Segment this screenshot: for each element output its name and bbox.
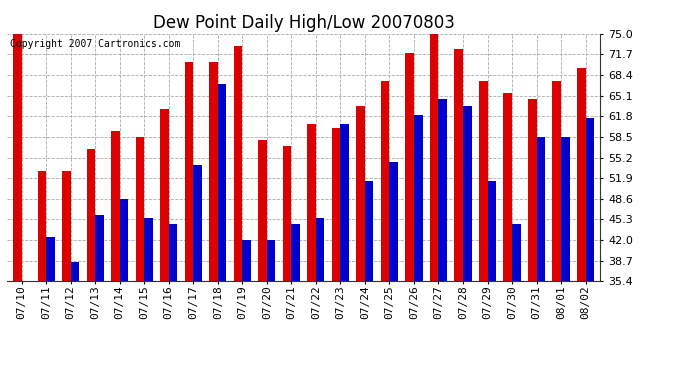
Bar	[488, 181, 496, 375]
Bar	[356, 106, 365, 375]
Bar	[258, 140, 267, 375]
Bar	[537, 137, 545, 375]
Bar	[70, 262, 79, 375]
Bar	[577, 68, 586, 375]
Bar	[479, 81, 488, 375]
Bar	[405, 53, 414, 375]
Bar	[561, 137, 570, 375]
Bar	[586, 118, 594, 375]
Bar	[111, 130, 119, 375]
Bar	[46, 237, 55, 375]
Bar	[13, 34, 21, 375]
Bar	[512, 224, 521, 375]
Bar	[438, 99, 447, 375]
Bar	[365, 181, 373, 375]
Bar	[414, 115, 422, 375]
Bar	[95, 215, 104, 375]
Bar	[169, 224, 177, 375]
Bar	[209, 62, 218, 375]
Bar	[234, 46, 242, 375]
Bar	[136, 137, 144, 375]
Bar	[455, 50, 463, 375]
Bar	[307, 124, 316, 375]
Text: Copyright 2007 Cartronics.com: Copyright 2007 Cartronics.com	[10, 39, 180, 49]
Bar	[86, 149, 95, 375]
Bar	[62, 171, 70, 375]
Title: Dew Point Daily High/Low 20070803: Dew Point Daily High/Low 20070803	[152, 14, 455, 32]
Bar	[291, 224, 300, 375]
Bar	[332, 128, 340, 375]
Bar	[381, 81, 389, 375]
Bar	[430, 31, 438, 375]
Bar	[218, 84, 226, 375]
Bar	[21, 281, 30, 375]
Bar	[528, 99, 537, 375]
Bar	[185, 62, 193, 375]
Bar	[242, 240, 251, 375]
Bar	[389, 162, 398, 375]
Bar	[37, 171, 46, 375]
Bar	[119, 200, 128, 375]
Bar	[553, 81, 561, 375]
Bar	[144, 218, 152, 375]
Bar	[463, 106, 471, 375]
Bar	[193, 165, 202, 375]
Bar	[316, 218, 324, 375]
Bar	[267, 240, 275, 375]
Bar	[160, 109, 169, 375]
Bar	[340, 124, 349, 375]
Bar	[504, 93, 512, 375]
Bar	[283, 146, 291, 375]
